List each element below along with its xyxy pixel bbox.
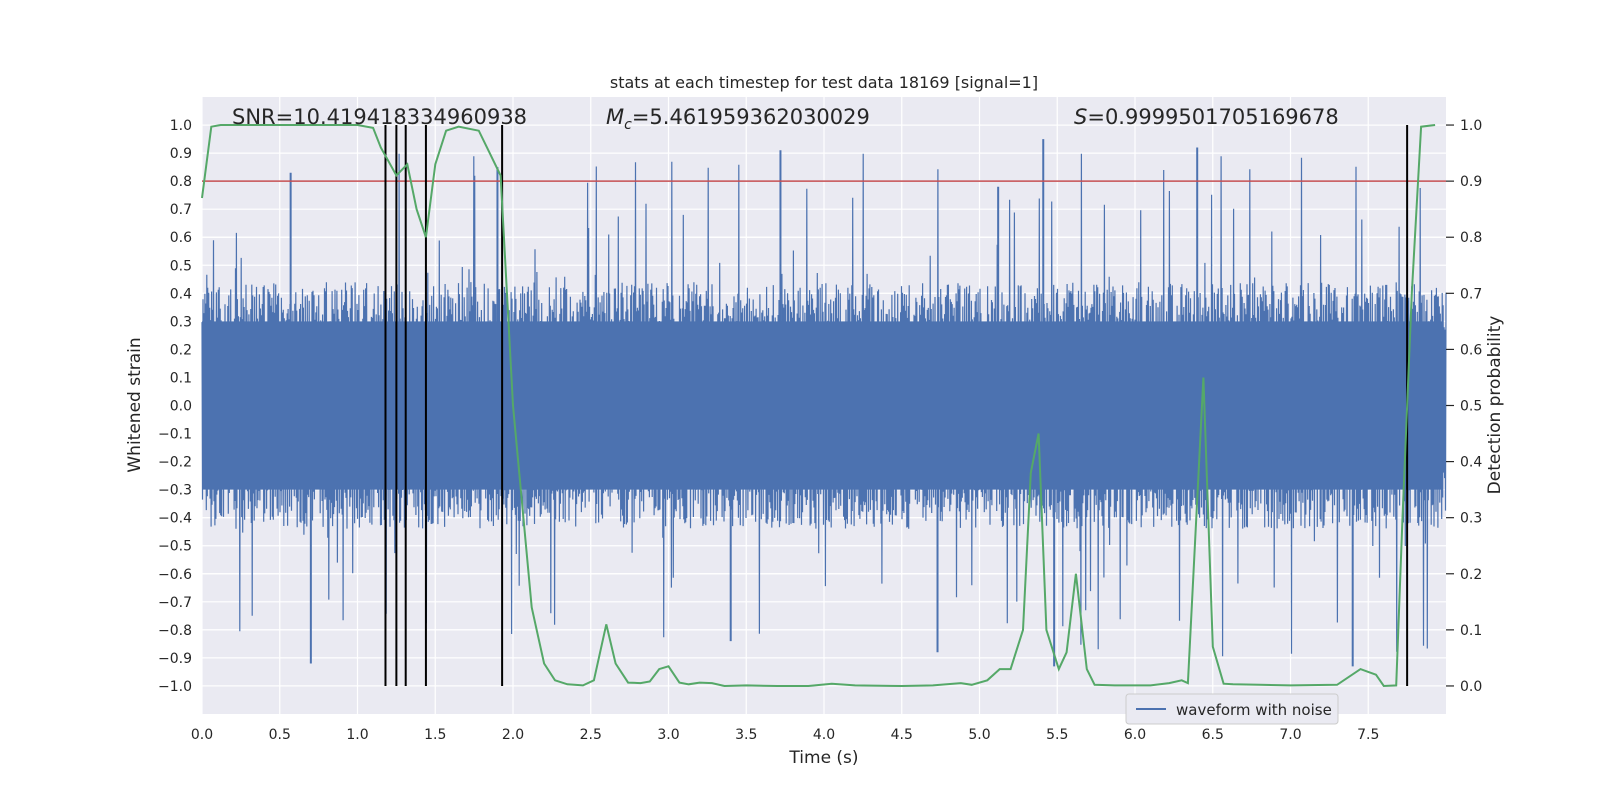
y-tick-label: 0.7 bbox=[170, 202, 192, 218]
x-tick-label: 4.0 bbox=[813, 727, 835, 743]
y-tick-label: 0.1 bbox=[170, 370, 192, 386]
y-tick-label: −0.6 bbox=[158, 567, 192, 583]
mc-symbol: M bbox=[606, 105, 624, 129]
chart-title: stats at each timestep for test data 181… bbox=[610, 73, 1038, 92]
y2-tick-label: 1.0 bbox=[1460, 118, 1482, 134]
legend-box bbox=[1125, 693, 1339, 725]
mc-value: =5.461959362030029 bbox=[632, 105, 870, 129]
y2-tick-label: 0.9 bbox=[1460, 174, 1482, 190]
y2-tick-label: 0.0 bbox=[1460, 679, 1482, 695]
detection-probability-line bbox=[201, 124, 1436, 688]
y2-axis-label: Detection probability bbox=[1485, 316, 1505, 495]
y2-tick-label: 0.2 bbox=[1460, 567, 1482, 583]
y2-tick-label: 0.1 bbox=[1460, 623, 1482, 639]
y-tick-label: −0.4 bbox=[158, 511, 192, 527]
x-tick-label: 7.5 bbox=[1357, 727, 1379, 743]
y2-tick-label: 0.5 bbox=[1460, 399, 1482, 415]
s-value: =0.9999501705169678 bbox=[1087, 105, 1338, 129]
x-tick-label: 1.5 bbox=[424, 727, 446, 743]
y-tick-label: −0.3 bbox=[158, 483, 192, 499]
x-tick-label: 3.5 bbox=[735, 727, 757, 743]
x-tick-label: 0.0 bbox=[191, 727, 213, 743]
y-tick-label: 0.6 bbox=[170, 230, 192, 246]
y2-tick-label: 0.4 bbox=[1460, 455, 1482, 471]
x-tick-label: 5.0 bbox=[968, 727, 990, 743]
y2-tick-label: 0.6 bbox=[1460, 342, 1482, 358]
waveform-series bbox=[201, 139, 1447, 667]
x-tick-label: 6.5 bbox=[1202, 727, 1224, 743]
y-tick-label: 0.5 bbox=[170, 258, 192, 274]
x-tick-label: 0.5 bbox=[269, 727, 291, 743]
y-axis-ticks: 1.0 0.9 0.8 0.7 0.6 0.5 0.4 0.3 0.2 0.1 0.0 −0.1 −0.… bbox=[158, 118, 192, 695]
x-tick-label: 2.0 bbox=[502, 727, 524, 743]
y-tick-label: −1.0 bbox=[158, 679, 192, 695]
x-tick-label: 5.5 bbox=[1046, 727, 1068, 743]
y-tick-label: 1.0 bbox=[170, 118, 192, 134]
x-tick-label: 2.5 bbox=[580, 727, 602, 743]
y2-tick-label: 0.8 bbox=[1460, 230, 1482, 246]
y-tick-label: 0.0 bbox=[170, 399, 192, 415]
x-axis-ticks: 0.0 0.5 1.0 1.5 2.0 2.5 3.0 3.5 4.0 4.5 5.0 5.5 6.0 6… bbox=[191, 727, 1380, 743]
chirp-mass-annotation: Mc=5.461959362030029 bbox=[606, 105, 870, 133]
x-tick-label: 7.0 bbox=[1279, 727, 1301, 743]
y-axis-label: Whitened strain bbox=[125, 337, 145, 472]
x-tick-label: 6.0 bbox=[1124, 727, 1146, 743]
y-tick-label: −0.7 bbox=[158, 595, 192, 611]
y-tick-label: −0.5 bbox=[158, 539, 192, 555]
s-annotation: S=0.9999501705169678 bbox=[1074, 105, 1339, 129]
y-tick-label: −0.1 bbox=[158, 427, 192, 443]
y-tick-label: 0.3 bbox=[170, 314, 192, 330]
y2-axis-ticks: 1.0 0.9 0.8 0.7 0.6 0.5 0.4 0.3 0.2 0.1 0.0 bbox=[1446, 118, 1482, 695]
y-tick-label: 0.9 bbox=[170, 146, 192, 162]
x-axis-label: Time (s) bbox=[788, 748, 858, 768]
s-symbol: S bbox=[1074, 105, 1087, 129]
y-tick-label: −0.8 bbox=[158, 623, 192, 639]
y-tick-label: 0.8 bbox=[170, 174, 192, 190]
y2-tick-label: 0.7 bbox=[1460, 286, 1482, 302]
snr-annotation: SNR=10.419418334960938 bbox=[232, 105, 527, 129]
y-tick-label: −0.2 bbox=[158, 455, 192, 471]
y-tick-label: 0.2 bbox=[170, 342, 192, 358]
legend: waveform with noise bbox=[1125, 693, 1339, 725]
legend-entry: waveform with noise bbox=[1176, 701, 1332, 719]
y2-tick-label: 0.3 bbox=[1460, 511, 1482, 527]
waveform-core-band bbox=[202, 321, 1443, 490]
y-tick-label: −0.9 bbox=[158, 651, 192, 667]
mc-subscript: c bbox=[624, 117, 632, 133]
x-tick-label: 4.5 bbox=[891, 727, 913, 743]
y-tick-label: 0.4 bbox=[170, 286, 192, 302]
x-tick-label: 3.0 bbox=[657, 727, 679, 743]
x-tick-label: 1.0 bbox=[346, 727, 368, 743]
